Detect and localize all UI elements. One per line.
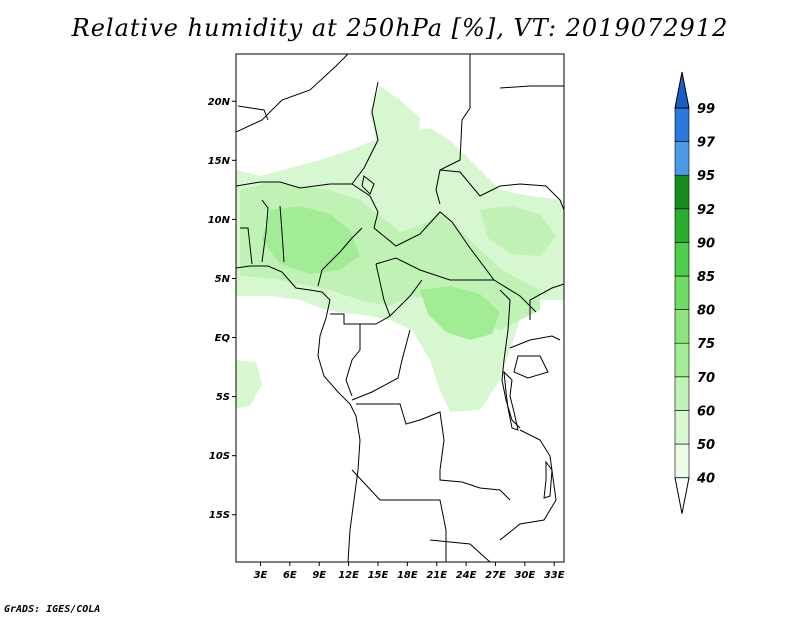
colorbar-label: 97	[697, 136, 716, 151]
longitude-ticks: 3E 6E 9E 12E 15E 18E 21E 24E 27E 30E 33E	[254, 562, 565, 581]
border	[330, 279, 423, 325]
lat-tick-label: 15S	[209, 510, 230, 521]
border	[345, 324, 361, 397]
lat-tick-label: 10S	[209, 451, 230, 462]
lon-tick-label: 27E	[485, 570, 506, 581]
colorbar-segment	[674, 376, 690, 411]
humidity-contour	[420, 286, 500, 340]
colorbar-segment	[674, 342, 690, 378]
humidity-contour	[236, 360, 262, 408]
lat-tick-label: 5N	[215, 274, 231, 285]
lat-tick-label: 15N	[208, 156, 231, 167]
colorbar-label: 40	[696, 472, 715, 487]
latitude-ticks: 20N 15N 10N 5N EQ 5S 10S 15S	[208, 97, 236, 521]
colorbar-segment	[674, 141, 690, 176]
lake	[543, 460, 553, 499]
lon-tick-label: 12E	[338, 570, 359, 581]
humidity-contour	[370, 86, 420, 150]
lon-tick-label: 15E	[368, 570, 389, 581]
lon-tick-label: 3E	[254, 570, 268, 581]
border	[373, 211, 495, 281]
coastline	[236, 265, 361, 562]
border	[237, 105, 269, 121]
lon-tick-label: 21E	[426, 570, 447, 581]
colorbar-label: 50	[697, 438, 715, 453]
colorbar-segment	[674, 410, 690, 445]
border	[509, 335, 561, 349]
colorbar-segment	[674, 107, 690, 142]
lon-tick-label: 33E	[544, 570, 565, 581]
lake	[503, 370, 519, 431]
colorbar-segment	[674, 208, 690, 243]
humidity-contour	[480, 206, 556, 256]
border	[351, 329, 411, 401]
colorbar-label: 90	[697, 236, 715, 251]
border	[499, 289, 521, 429]
colorbar-label: 92	[697, 203, 715, 218]
colorbar-label: 70	[697, 371, 715, 386]
border	[351, 81, 379, 185]
lon-tick-label: 6E	[283, 570, 297, 581]
lat-tick-label: 20N	[208, 97, 231, 108]
lon-tick-label: 9E	[312, 570, 326, 581]
colorbar-label: 80	[697, 304, 715, 319]
colorbar-label: 95	[697, 169, 715, 184]
chart-title: Relative humidity at 250hPa [%], VT: 201…	[71, 14, 729, 42]
border	[439, 169, 564, 211]
border	[261, 199, 269, 263]
colorbar-label: 75	[697, 337, 715, 352]
lake	[513, 355, 549, 379]
country-borders	[236, 54, 564, 562]
colorbar-segment	[674, 174, 690, 210]
colorbar-segment	[674, 477, 690, 514]
lat-tick-label: 10N	[208, 215, 231, 226]
lat-tick-label: EQ	[215, 333, 231, 344]
colorbar-segment	[674, 242, 690, 277]
border	[240, 227, 253, 265]
colorbar-label: 60	[697, 404, 715, 419]
lat-tick-label: 5S	[216, 392, 230, 403]
border	[375, 257, 537, 313]
border	[279, 205, 285, 263]
border	[375, 263, 391, 317]
colorbar: 40 50 60 70 75 80 85 90 92 95 97 99	[674, 71, 716, 514]
humidity-field	[236, 86, 564, 412]
colorbar-segment	[674, 275, 690, 310]
colorbar-segment	[674, 443, 690, 478]
border	[351, 469, 447, 562]
border	[236, 54, 349, 133]
border	[356, 403, 511, 501]
border	[499, 85, 564, 89]
border	[420, 54, 471, 205]
map-frame	[235, 53, 565, 563]
border	[529, 283, 564, 320]
colorbar-segment	[674, 71, 690, 109]
lake	[361, 175, 375, 195]
colorbar-segment	[674, 309, 690, 344]
border	[236, 181, 379, 229]
border	[499, 429, 557, 541]
lon-tick-label: 24E	[456, 570, 477, 581]
colorbar-label: 85	[697, 270, 715, 285]
border	[429, 539, 491, 562]
credit-text: GrADS: IGES/COLA	[4, 604, 101, 615]
border	[317, 227, 363, 287]
lon-tick-label: 18E	[397, 570, 418, 581]
lon-tick-label: 30E	[514, 570, 535, 581]
colorbar-label: 99	[697, 102, 715, 117]
